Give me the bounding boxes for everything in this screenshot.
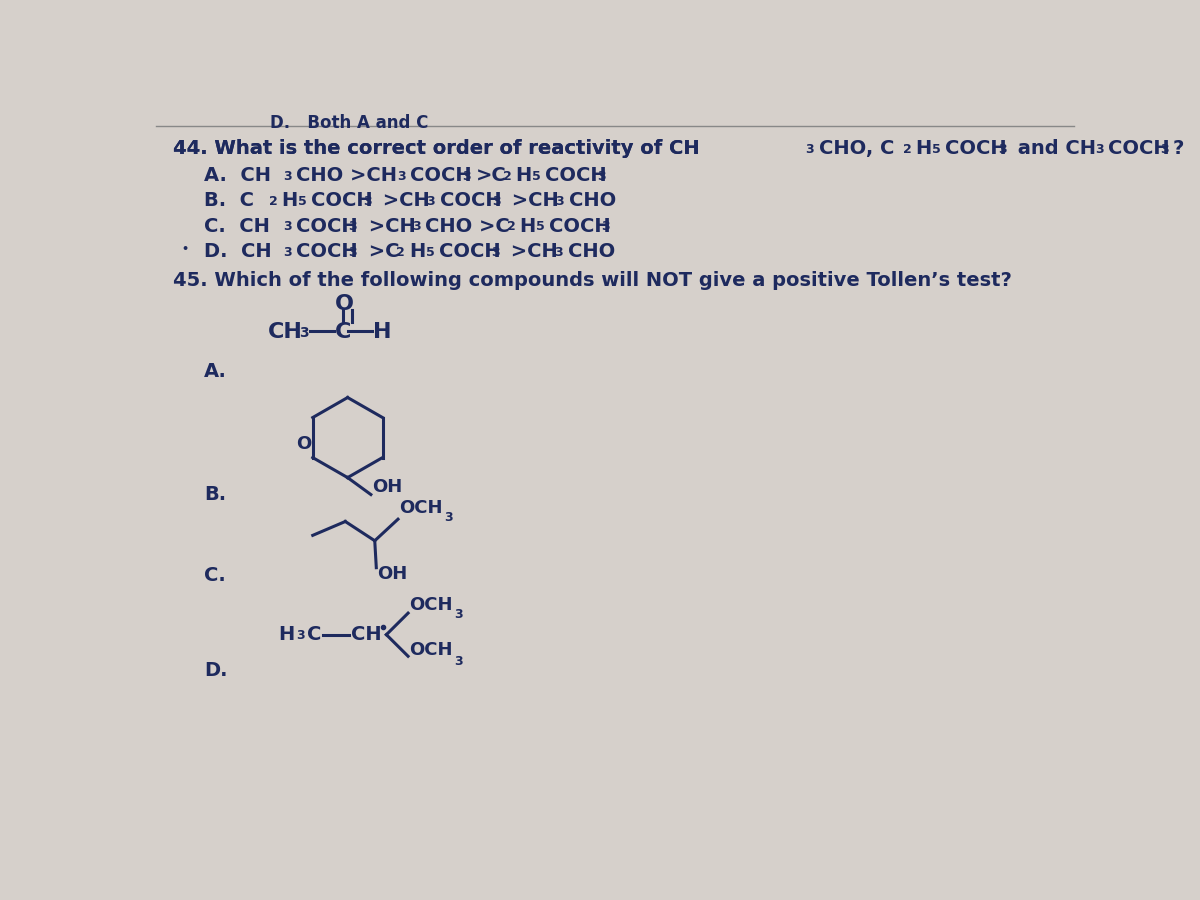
Text: OCH: OCH <box>409 597 454 615</box>
Text: 3: 3 <box>805 142 814 156</box>
Text: D.: D. <box>204 661 228 680</box>
Text: ?: ? <box>1174 139 1184 158</box>
Text: A.: A. <box>204 362 227 381</box>
Text: •: • <box>181 244 188 254</box>
Text: COCH: COCH <box>545 166 607 184</box>
Text: OH: OH <box>377 565 407 583</box>
Text: CHO >CH: CHO >CH <box>296 166 397 184</box>
Text: >CH: >CH <box>361 217 415 236</box>
Text: 3: 3 <box>412 220 420 233</box>
Text: 3: 3 <box>491 246 499 259</box>
Text: 2: 2 <box>269 195 277 208</box>
Text: COCH: COCH <box>440 191 502 211</box>
Text: COCH: COCH <box>296 217 358 236</box>
Text: COCH: COCH <box>946 139 1007 158</box>
Text: >CH: >CH <box>377 191 430 211</box>
Text: OH: OH <box>372 478 403 496</box>
Text: A.  CH: A. CH <box>204 166 271 184</box>
Text: 3: 3 <box>283 220 292 233</box>
Text: OCH: OCH <box>400 500 443 518</box>
Text: 3: 3 <box>364 195 372 208</box>
Text: 3: 3 <box>455 608 463 622</box>
Text: 3: 3 <box>455 654 463 668</box>
Text: 5: 5 <box>932 142 941 156</box>
Text: COCH: COCH <box>1108 139 1170 158</box>
Text: 3: 3 <box>601 220 610 233</box>
Text: COCH: COCH <box>311 191 373 211</box>
Text: C.  CH: C. CH <box>204 217 270 236</box>
Text: 3: 3 <box>295 629 305 643</box>
Text: H: H <box>515 166 532 184</box>
Text: 45. Which of the following compounds will NOT give a positive Tollen’s test?: 45. Which of the following compounds wil… <box>173 271 1012 290</box>
Text: COCH: COCH <box>550 217 611 236</box>
Text: H: H <box>409 242 425 261</box>
Text: 3: 3 <box>427 195 436 208</box>
Text: 3: 3 <box>1094 142 1103 156</box>
Text: 3: 3 <box>348 220 358 233</box>
Text: 3: 3 <box>556 195 564 208</box>
Text: 3: 3 <box>397 169 406 183</box>
Text: C: C <box>307 626 322 644</box>
Text: B.  C: B. C <box>204 191 254 211</box>
Text: 3: 3 <box>283 246 292 259</box>
Text: CHO >C: CHO >C <box>425 217 510 236</box>
Text: H: H <box>518 217 535 236</box>
Text: 3: 3 <box>283 169 292 183</box>
Text: 3: 3 <box>1160 142 1169 156</box>
Text: >CH: >CH <box>504 242 558 261</box>
Text: 5: 5 <box>426 246 434 259</box>
Text: CHO, C: CHO, C <box>818 139 894 158</box>
Text: 2: 2 <box>506 220 515 233</box>
Text: OCH: OCH <box>409 641 454 659</box>
Text: H: H <box>914 139 931 158</box>
Text: D.   Both A and C: D. Both A and C <box>270 114 428 132</box>
Text: 2: 2 <box>902 142 911 156</box>
Text: D.  CH: D. CH <box>204 242 272 261</box>
Text: CH: CH <box>350 626 382 644</box>
Text: 3: 3 <box>462 169 470 183</box>
Text: 3: 3 <box>492 195 500 208</box>
Text: CH: CH <box>268 322 302 342</box>
Text: 2: 2 <box>396 246 406 259</box>
Text: 3: 3 <box>998 142 1007 156</box>
Text: CHO: CHO <box>568 242 614 261</box>
Text: B.: B. <box>204 485 227 504</box>
Text: 3: 3 <box>598 169 606 183</box>
Text: H: H <box>278 626 294 644</box>
Text: O: O <box>295 436 311 454</box>
Text: COCH: COCH <box>296 242 358 261</box>
Text: C: C <box>335 322 350 342</box>
Text: 3: 3 <box>554 246 563 259</box>
Text: 3: 3 <box>300 326 310 340</box>
Text: 44. What is the correct order of reactivity of CH: 44. What is the correct order of reactiv… <box>173 139 700 158</box>
Text: 5: 5 <box>532 169 541 183</box>
Text: COCH: COCH <box>410 166 472 184</box>
Text: >C: >C <box>361 242 400 261</box>
Text: C.: C. <box>204 566 226 585</box>
Text: 44. What is the correct order of reactivity of CH: 44. What is the correct order of reactiv… <box>173 139 700 158</box>
Text: 3: 3 <box>444 511 454 525</box>
Text: 5: 5 <box>536 220 545 233</box>
Text: H: H <box>281 191 298 211</box>
Text: H: H <box>373 322 391 342</box>
Text: >C: >C <box>475 166 506 184</box>
Text: and CH: and CH <box>1012 139 1096 158</box>
Text: 3: 3 <box>348 246 358 259</box>
Text: >CH: >CH <box>505 191 559 211</box>
Text: COCH: COCH <box>439 242 500 261</box>
Text: CHO: CHO <box>569 191 616 211</box>
Text: O: O <box>335 294 354 314</box>
Text: 5: 5 <box>298 195 307 208</box>
Text: 2: 2 <box>503 169 511 183</box>
